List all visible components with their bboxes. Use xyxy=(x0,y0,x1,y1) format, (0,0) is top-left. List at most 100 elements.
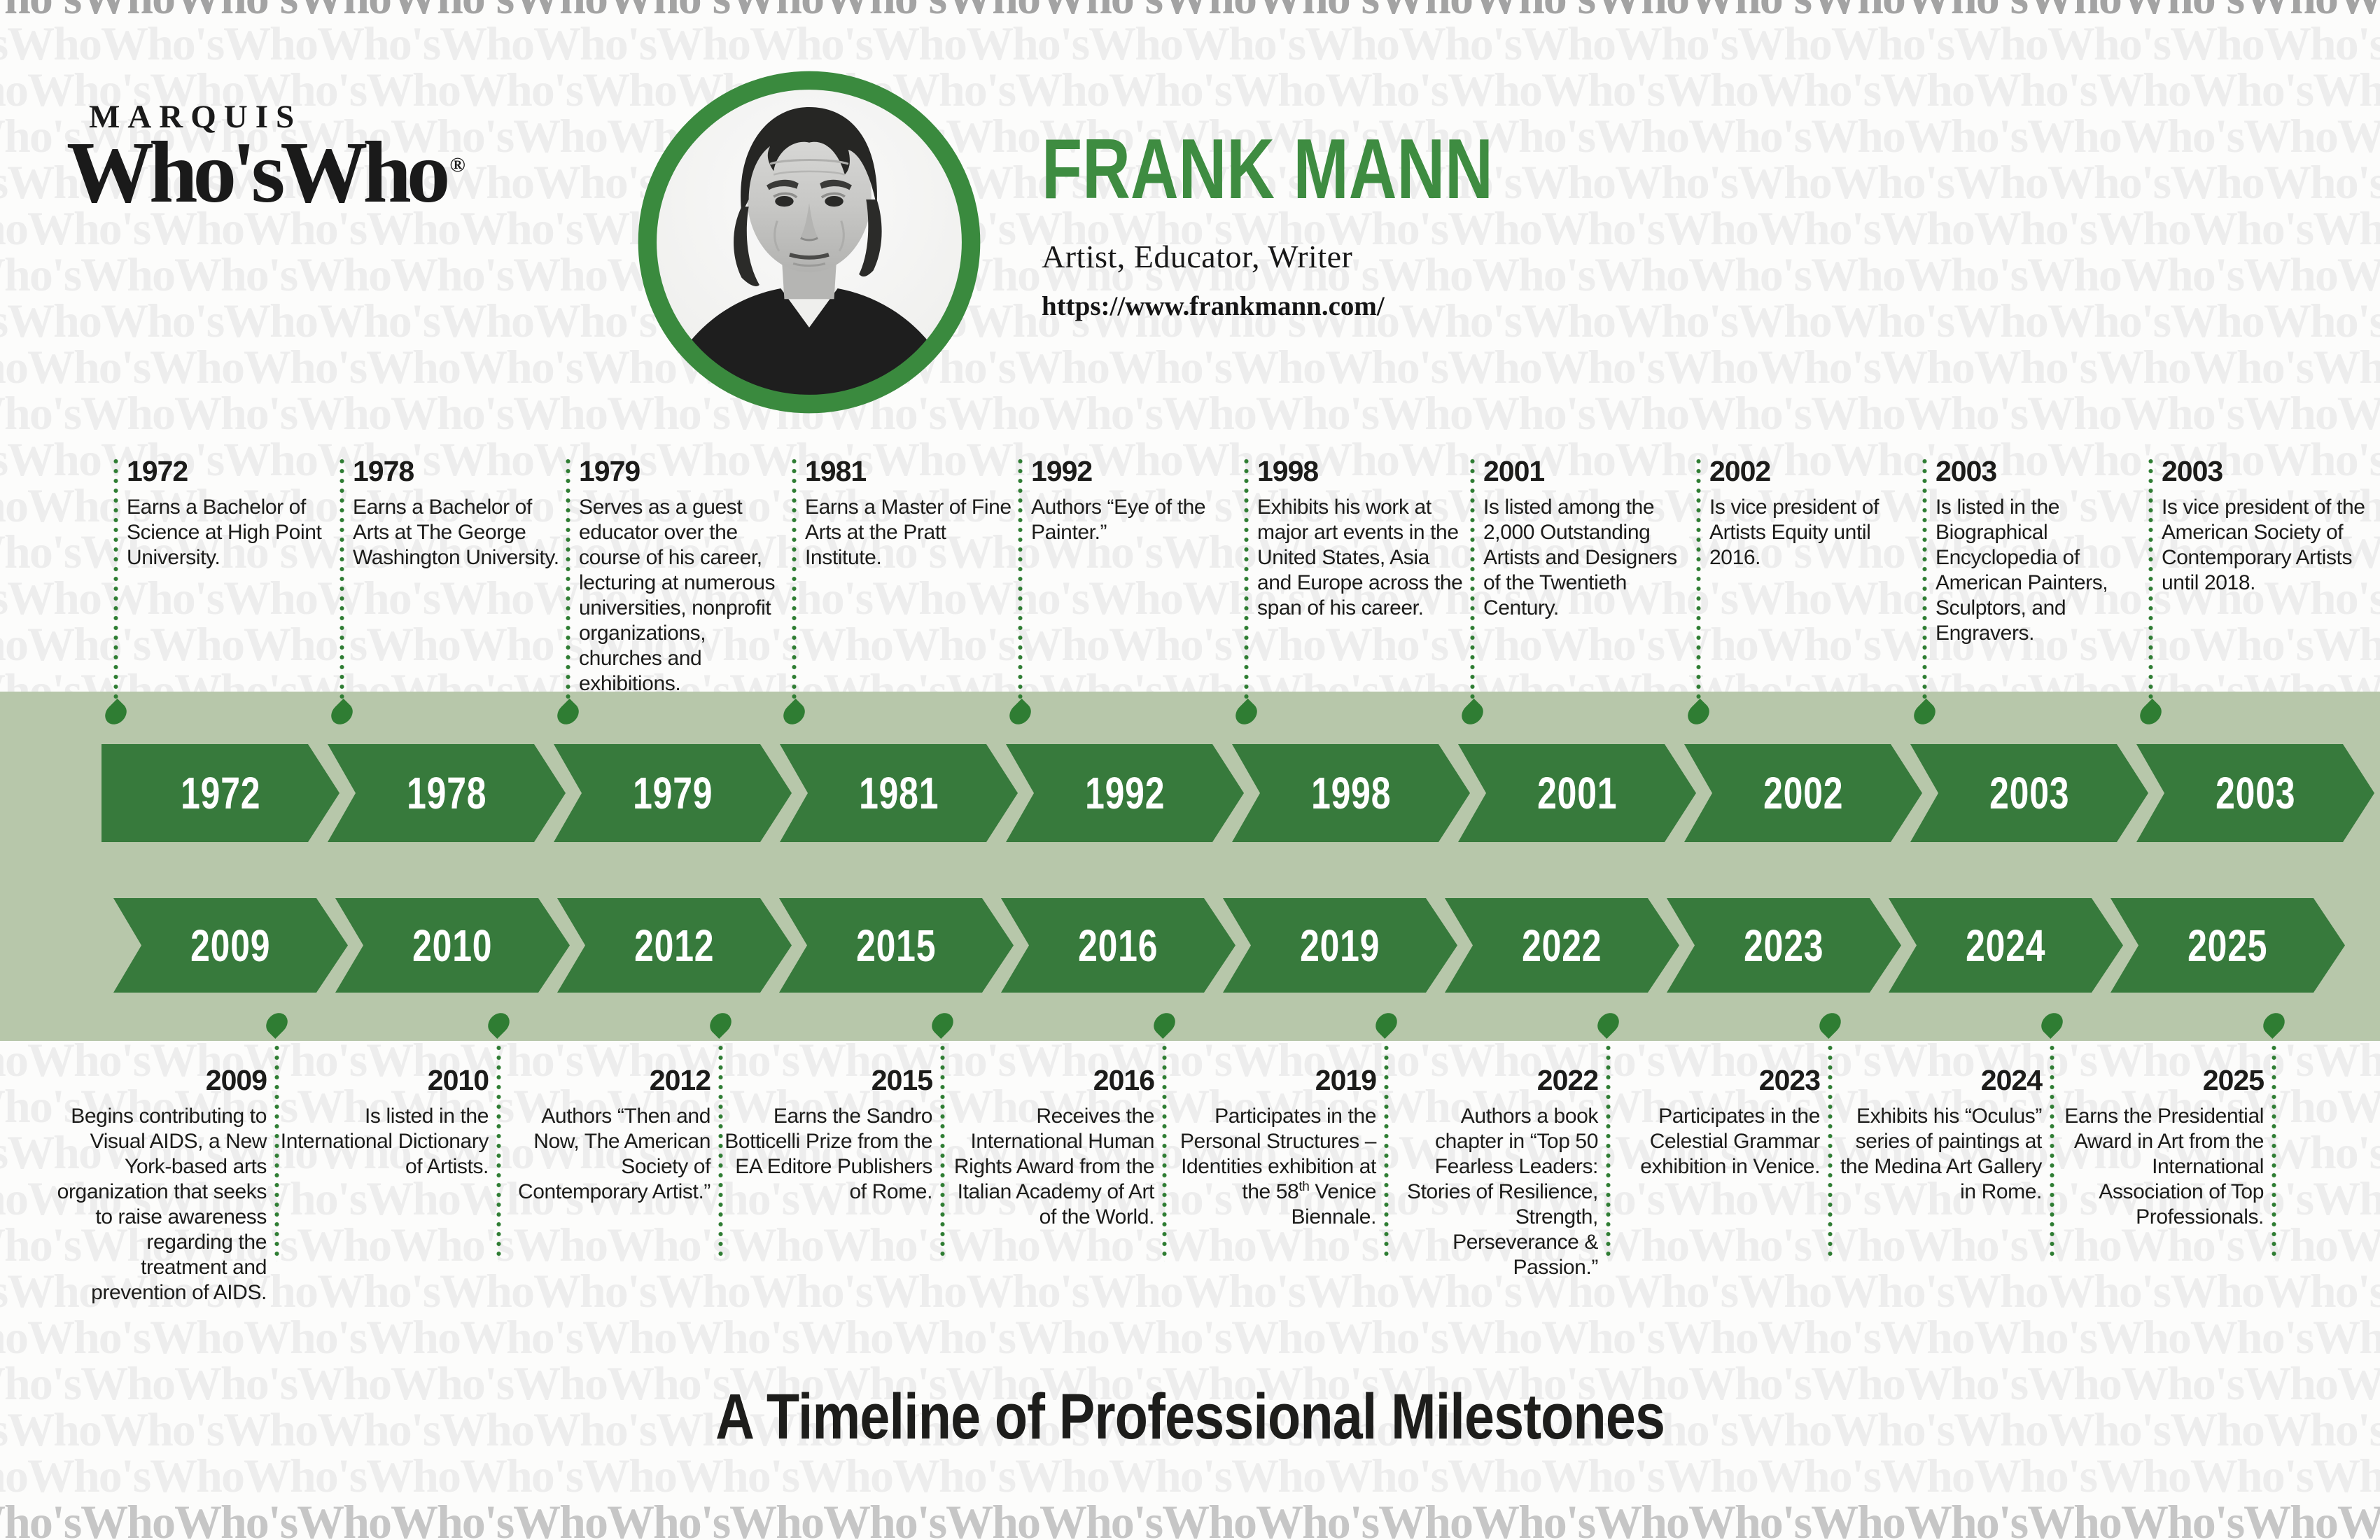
milestone-text: Is listed in the Biographical Encycloped… xyxy=(1935,496,2108,645)
milestone-bottom: 2024 Exhibits his “Oculus” series of pain… xyxy=(1832,1064,2043,1205)
milestone-bottom: 2012 Authors “Then and Now, The American … xyxy=(500,1064,711,1205)
arrow-year-label: 2009 xyxy=(190,920,271,971)
milestone-bottom: 2015 Earns the Sandro Botticelli Prize fr… xyxy=(722,1064,933,1205)
milestone-top: 1979 Serves as a guest educator over the … xyxy=(579,455,789,696)
watermark-row: Who'sWhoWho'sWhoWho'sWhoWho'sWhoWho'sWho… xyxy=(0,294,2380,347)
milestone-top: 1978 Earns a Bachelor of Arts at The Geor… xyxy=(353,455,563,570)
milestone-year: 1992 xyxy=(1031,455,1093,487)
milestone-text: Begins contributing to Visual AIDS, a Ne… xyxy=(57,1105,267,1304)
profile-header: FRANK MANN Artist, Educator, Writer http… xyxy=(1042,126,1620,322)
milestone-bottom: 2023 Participates in the Celestial Gramma… xyxy=(1610,1064,1821,1180)
watermark-row: Who'sWhoWho'sWhoWho'sWhoWho'sWhoWho'sWho… xyxy=(0,1357,2380,1410)
watermark-row: Who'sWhoWho'sWhoWho'sWhoWho'sWhoWho'sWho… xyxy=(0,340,2380,393)
arrow-year-label: 1978 xyxy=(406,768,487,818)
profile-roles: Artist, Educator, Writer xyxy=(1042,239,1353,274)
dotted-connector-top xyxy=(2148,456,2153,706)
registered-trademark-symbol: ® xyxy=(449,153,465,177)
timeline-year-arrow: 1979 xyxy=(554,744,792,842)
milestone-bottom: 2010 Is listed in the International Dicti… xyxy=(279,1064,489,1180)
milestone-top: 2002 Is vice president of Artists Equity … xyxy=(1709,455,1919,570)
dotted-connector-top xyxy=(340,456,344,706)
arrow-year-label: 2003 xyxy=(2215,768,2296,818)
watermark-row: Who'sWhoWho'sWhoWho'sWhoWho'sWhoWho'sWho… xyxy=(0,617,2380,671)
watermark-row: Who'sWhoWho'sWhoWho'sWhoWho'sWhoWho'sWho… xyxy=(0,1449,2380,1502)
arrow-year-label: 1972 xyxy=(180,768,261,818)
timeline-year-arrow: 2025 xyxy=(2110,898,2345,993)
watermark-row: Who'sWhoWho'sWhoWho'sWhoWho'sWhoWho'sWho… xyxy=(0,1218,2380,1271)
profile-website-link[interactable]: https://www.frankmann.com/ xyxy=(1042,291,1385,321)
timeline-year-arrow: 2015 xyxy=(779,898,1014,993)
dotted-connector-bottom xyxy=(2272,1043,2276,1261)
milestone-year: 2025 xyxy=(2202,1064,2264,1096)
arrow-year-label: 2003 xyxy=(1989,768,2070,818)
arrow-year-label: 2001 xyxy=(1536,768,1618,818)
timeline-year-arrow: 2024 xyxy=(1889,898,2123,993)
milestone-year: 2001 xyxy=(1483,455,1545,487)
dotted-connector-bottom xyxy=(1828,1043,1833,1261)
arrow-year-label: 1979 xyxy=(632,768,713,818)
watermark-row: Who'sWhoWho'sWhoWho'sWhoWho'sWhoWho'sWho… xyxy=(0,479,2380,532)
watermark-row: Who'sWhoWho'sWhoWho'sWhoWho'sWhoWho'sWho… xyxy=(0,525,2380,578)
timeline-year-arrow: 1981 xyxy=(780,744,1018,842)
milestone-year: 2009 xyxy=(205,1064,267,1096)
dotted-connector-bottom xyxy=(1606,1043,1611,1261)
dotted-connector-bottom xyxy=(1162,1043,1167,1261)
milestone-year: 2002 xyxy=(1709,455,1771,487)
timeline-year-arrow: 2009 xyxy=(113,898,348,993)
milestone-text: Participates in the Personal Structures … xyxy=(1180,1105,1376,1228)
milestone-text: Authors “Then and Now, The American Soci… xyxy=(517,1105,710,1203)
milestone-year: 2012 xyxy=(649,1064,711,1096)
marquis-whos-who-logo: MARQUIS Who'sWho ® xyxy=(66,98,465,217)
timeline-year-arrow: 2012 xyxy=(557,898,792,993)
milestone-top: 1992 Authors “Eye of the Painter.” xyxy=(1031,455,1241,545)
dotted-connector-bottom xyxy=(496,1043,501,1261)
watermark-row: Who'sWhoWho'sWhoWho'sWhoWho'sWhoWho'sWho… xyxy=(0,248,2380,301)
logo-pretitle: MARQUIS xyxy=(89,99,302,135)
arrow-year-label: 2012 xyxy=(634,920,715,971)
footer-title: A Timeline of Professional Milestones xyxy=(0,1380,2380,1454)
timeline-year-arrow: 1998 xyxy=(1232,744,1470,842)
watermark-row: Who'sWhoWho'sWhoWho'sWhoWho'sWhoWho'sWho… xyxy=(0,0,2380,21)
arrow-year-label: 2022 xyxy=(1522,920,1602,971)
arrow-year-label: 1992 xyxy=(1084,768,1166,818)
arrow-year-label: 2024 xyxy=(1966,920,2046,971)
timeline-year-arrow: 1978 xyxy=(328,744,566,842)
timeline-year-arrow: 2003 xyxy=(2136,744,2374,842)
dotted-connector-top xyxy=(1696,456,1701,706)
page-title: FRANK MANN xyxy=(1042,121,1493,216)
dotted-connector-top xyxy=(113,456,118,706)
milestone-year: 2015 xyxy=(871,1064,933,1096)
milestone-text: Participates in the Celestial Grammar ex… xyxy=(1640,1105,1820,1178)
milestone-text: Earns the Presidential Award in Art from… xyxy=(2064,1105,2264,1228)
dotted-connector-bottom xyxy=(2050,1043,2054,1261)
arrow-year-label: 2002 xyxy=(1763,768,1844,818)
milestone-year: 2019 xyxy=(1315,1064,1377,1096)
arrow-year-label: 2010 xyxy=(412,920,493,971)
logo-wordmark: Who'sWho ® xyxy=(66,130,465,217)
watermark-row: Who'sWhoWho'sWhoWho'sWhoWho'sWhoWho'sWho… xyxy=(0,1033,2380,1086)
dotted-connector-bottom xyxy=(940,1043,945,1261)
milestone-bottom: 2009 Begins contributing to Visual AIDS, … xyxy=(57,1064,267,1306)
milestone-year: 1979 xyxy=(579,455,640,487)
milestone-year: 2003 xyxy=(1935,455,1997,487)
arrow-year-label: 2025 xyxy=(2188,920,2268,971)
dotted-connector-bottom xyxy=(1384,1043,1389,1261)
watermark-row: Who'sWhoWho'sWhoWho'sWhoWho'sWhoWho'sWho… xyxy=(0,1172,2380,1225)
logo-title: Who'sWho xyxy=(66,125,450,221)
milestone-bottom: 2025 Earns the Presidential Award in Art … xyxy=(2054,1064,2264,1230)
milestone-top: 2003 Is vice president of the American So… xyxy=(2162,455,2372,596)
milestone-bottom: 2022 Authors a book chapter in “Top 50 Fe… xyxy=(1388,1064,1599,1280)
milestone-year: 1998 xyxy=(1257,455,1319,487)
milestone-top: 1981 Earns a Master of Fine Arts at the P… xyxy=(805,455,1015,570)
watermark-row: Who'sWhoWho'sWhoWho'sWhoWho'sWhoWho'sWho… xyxy=(0,17,2380,70)
milestone-bottom: 2019 Participates in the Personal Structu… xyxy=(1166,1064,1377,1230)
milestone-year: 1981 xyxy=(805,455,867,487)
milestone-text: Is listed among the 2,000 Outstanding Ar… xyxy=(1483,496,1677,620)
arrow-year-label: 2019 xyxy=(1300,920,1380,971)
dotted-connector-top xyxy=(1244,456,1249,706)
milestone-text: Authors “Eye of the Painter.” xyxy=(1031,496,1206,544)
milestone-year: 2003 xyxy=(2162,455,2223,487)
profile-photo xyxy=(631,64,987,420)
timeline-year-arrow: 1972 xyxy=(102,744,340,842)
dotted-connector-top xyxy=(1470,456,1475,706)
